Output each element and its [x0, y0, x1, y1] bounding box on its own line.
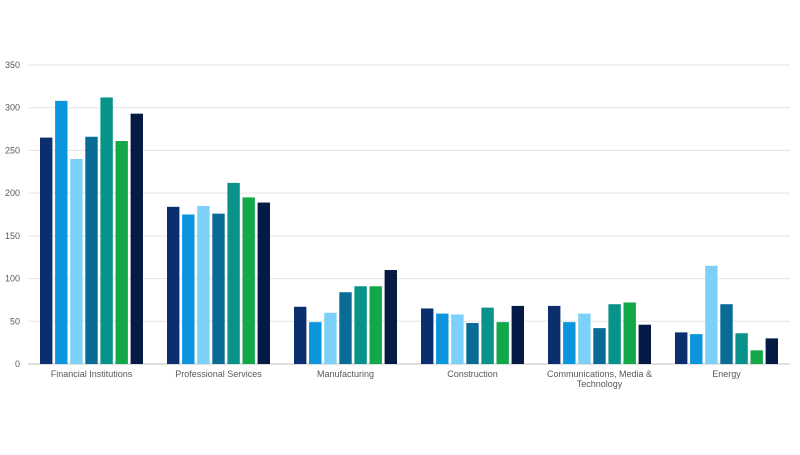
bar: [182, 214, 195, 364]
bar: [720, 304, 733, 364]
y-tick-label: 250: [5, 145, 20, 155]
y-tick-label: 100: [5, 274, 20, 284]
y-tick-label: 0: [15, 359, 20, 369]
bar: [55, 100, 68, 364]
bar: [309, 322, 322, 364]
bar: [608, 304, 621, 364]
y-tick-label: 350: [5, 60, 20, 70]
bar: [690, 334, 703, 364]
bar: [369, 286, 382, 364]
bar: [85, 136, 98, 364]
x-category-label: Professional Services: [175, 369, 262, 379]
bar: [197, 205, 210, 364]
bar: [481, 307, 494, 364]
bar: [339, 292, 352, 364]
bar: [257, 202, 270, 364]
bar: [384, 270, 397, 364]
bar: [593, 328, 606, 364]
bar: [750, 350, 763, 364]
y-tick-label: 150: [5, 231, 20, 241]
bar: [40, 137, 53, 364]
bar: [548, 305, 561, 364]
y-tick-label: 300: [5, 103, 20, 113]
x-category-label: Financial Institutions: [51, 369, 133, 379]
bar: [451, 314, 464, 364]
bar: [496, 322, 509, 364]
x-category-label: Communications, Media & Technology: [547, 369, 652, 389]
bar: [100, 97, 113, 365]
bars: [40, 97, 778, 365]
bar: [294, 306, 307, 364]
bar: [354, 286, 367, 364]
bar: [436, 313, 449, 364]
bar: [466, 322, 479, 364]
bar: [212, 213, 225, 364]
bar: [421, 308, 434, 364]
bar: [511, 305, 524, 364]
bar: [130, 113, 143, 364]
x-axis-categories: Financial Institutions Professional Servi…: [51, 369, 742, 389]
bar: [324, 312, 337, 364]
bar: [578, 313, 591, 364]
bar: [623, 302, 636, 364]
bar: [765, 338, 778, 364]
bar: [115, 141, 128, 364]
bar: [167, 206, 180, 364]
bar: [227, 182, 240, 364]
y-axis-ticks: 0 50 100 150 200 250 300 350: [5, 60, 20, 369]
y-tick-label: 200: [5, 188, 20, 198]
x-category-label: Energy: [712, 369, 741, 379]
x-category-label: Manufacturing: [317, 369, 374, 379]
bar: [563, 322, 576, 364]
bar: [242, 197, 255, 364]
bar: [705, 265, 718, 364]
gridlines: [28, 64, 790, 365]
x-category-label: Construction: [447, 369, 498, 379]
bar: [638, 324, 651, 364]
bar: [735, 333, 748, 364]
bar: [70, 158, 83, 364]
bar: [675, 332, 688, 364]
y-tick-label: 50: [10, 316, 20, 326]
